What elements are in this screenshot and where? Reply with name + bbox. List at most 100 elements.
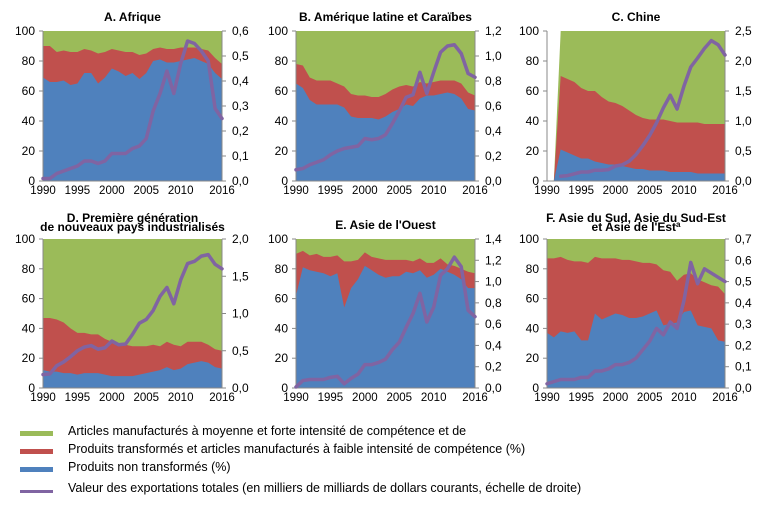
x-tick-label: 1995 — [65, 185, 91, 197]
panel-D: 0 20 40 60 80 100 0,0 0,5 1,0 1,5 2,0 1990 1995 2000 2… — [15, 211, 249, 404]
x-tick-label: 1990 — [30, 392, 56, 404]
line-exports — [558, 38, 727, 178]
y-left-tick-label: 0 — [28, 174, 35, 188]
legend-swatch-high-skill — [20, 431, 53, 436]
panel-B: 0 20 40 60 80 100 0,0 0,2 0,4 0,6 0,8 1,0 1,2 1990 199… — [268, 10, 502, 197]
y-right-tick-label: 0,5 — [735, 275, 752, 289]
y-right-tick-label: 0,6 — [485, 99, 502, 113]
y-right-tick-label: 0,0 — [485, 174, 502, 188]
y-right-tick-label: 0,3 — [232, 99, 249, 113]
panel-C: 0 20 40 60 80 100 0,0 0,5 1,0 1,5 2,0 2,5 1990 1995 20… — [519, 10, 752, 197]
y-left-tick-label: 100 — [15, 232, 35, 246]
y-left-tick-label: 80 — [22, 54, 36, 68]
y-left-tick-label: 60 — [22, 292, 36, 306]
x-tick-label: 2010 — [671, 185, 697, 197]
y-left-tick-label: 20 — [22, 351, 36, 365]
y-left-tick-label: 40 — [526, 114, 540, 128]
area-raw — [547, 310, 725, 388]
y-left-tick-label: 100 — [519, 24, 539, 38]
legend-swatch-raw — [20, 467, 53, 472]
panel-title: C. Chine — [612, 10, 661, 24]
y-right-tick-label: 1,2 — [485, 253, 502, 267]
y-right-tick-label: 0,2 — [485, 149, 502, 163]
x-tick-label: 1995 — [568, 392, 594, 404]
x-tick-label: 1990 — [534, 392, 560, 404]
y-right-tick-label: 0,5 — [735, 144, 752, 158]
line-exports — [41, 252, 224, 377]
y-right-tick-label: 1,0 — [232, 307, 249, 321]
y-right-tick-label: 0,4 — [485, 338, 502, 352]
legend-label-low-skill: Produits transformés et articles manufac… — [68, 442, 526, 456]
y-left-tick-label: 20 — [275, 144, 289, 158]
y-left-tick-label: 40 — [275, 114, 289, 128]
x-tick-label: 2000 — [603, 392, 629, 404]
y-right-tick-label: 2,0 — [735, 54, 752, 68]
y-left-tick-label: 0 — [281, 381, 288, 395]
y-right-tick-label: 0,0 — [232, 381, 249, 395]
x-tick-label: 1995 — [318, 392, 344, 404]
y-left-tick-label: 20 — [526, 351, 540, 365]
area-raw — [296, 265, 475, 388]
area-raw — [43, 58, 222, 181]
y-right-tick-label: 1,0 — [485, 49, 502, 63]
legend-swatch-exports — [20, 490, 53, 493]
x-tick-label: 2005 — [637, 392, 663, 404]
x-tick-label: 1995 — [65, 392, 91, 404]
panel-F: 0 20 40 60 80 100 0,0 0,1 0,2 0,3 0,4 0,5 0,6 0,7 1990… — [519, 211, 752, 404]
y-left-tick-label: 100 — [268, 232, 288, 246]
y-right-tick-label: 0,4 — [485, 124, 502, 138]
x-tick-label: 1990 — [534, 185, 560, 197]
y-right-tick-label: 0,5 — [232, 344, 249, 358]
x-tick-label: 2016 — [462, 392, 488, 404]
legend-label-high-skill: Articles manufacturés à moyenne et forte… — [68, 424, 467, 438]
panel-title: de nouveaux pays industrialisés — [40, 220, 225, 234]
y-right-tick-label: 2,5 — [735, 24, 752, 38]
y-left-tick-label: 80 — [22, 262, 36, 276]
y-left-tick-label: 60 — [275, 84, 289, 98]
chart-grid: 0 20 40 60 80 100 0,0 0,1 0,2 0,3 0,4 0,5 0,6 1990 199… — [15, 10, 752, 404]
y-right-tick-label: 0,4 — [735, 296, 752, 310]
y-right-tick-label: 0,0 — [735, 381, 752, 395]
y-left-tick-label: 20 — [22, 144, 36, 158]
x-tick-label: 2016 — [462, 185, 488, 197]
line-exports — [41, 39, 224, 181]
x-tick-label: 2005 — [386, 392, 412, 404]
line-exports — [545, 260, 727, 386]
y-right-tick-label: 0,8 — [485, 74, 502, 88]
y-right-tick-label: 0,6 — [232, 24, 249, 38]
x-tick-label: 2016 — [209, 392, 235, 404]
panel-title: et Asie de l'Esta — [592, 220, 681, 234]
y-right-tick-label: 1,0 — [735, 114, 752, 128]
y-right-tick-label: 1,0 — [485, 275, 502, 289]
y-left-tick-label: 60 — [526, 292, 540, 306]
x-tick-label: 2005 — [637, 185, 663, 197]
y-right-tick-label: 0,5 — [232, 49, 249, 63]
panel-E: 0 20 40 60 80 100 0,0 0,2 0,4 0,6 0,8 1,0 1,2 1,4 1990… — [268, 218, 502, 404]
y-right-tick-label: 0,4 — [232, 74, 249, 88]
y-right-tick-label: 0,2 — [485, 360, 502, 374]
y-left-tick-label: 0 — [532, 381, 539, 395]
y-right-tick-label: 0,6 — [735, 253, 752, 267]
y-right-tick-label: 1,2 — [485, 24, 502, 38]
y-left-tick-label: 40 — [526, 321, 540, 335]
y-left-tick-label: 80 — [275, 54, 289, 68]
y-right-tick-label: 1,4 — [485, 232, 502, 246]
y-right-tick-label: 0,0 — [485, 381, 502, 395]
legend-label-exports: Valeur des exportations totales (en mill… — [68, 481, 582, 495]
x-tick-label: 1990 — [283, 392, 309, 404]
x-tick-label: 2016 — [209, 185, 235, 197]
y-right-tick-label: 0,0 — [232, 174, 249, 188]
x-tick-label: 2005 — [133, 185, 159, 197]
area-low-skill — [553, 76, 725, 181]
y-left-tick-label: 100 — [519, 232, 539, 246]
y-left-tick-label: 20 — [526, 144, 540, 158]
y-left-tick-label: 100 — [15, 24, 35, 38]
panel-title: E. Asie de l'Ouest — [335, 218, 435, 232]
panel-title: A. Afrique — [104, 10, 161, 24]
y-left-tick-label: 0 — [532, 174, 539, 188]
panel-title: F. Asie du Sud, Asie du Sud-Est — [546, 211, 726, 225]
y-right-tick-label: 0,7 — [735, 232, 752, 246]
y-right-tick-label: 0,2 — [735, 338, 752, 352]
y-left-tick-label: 60 — [275, 292, 289, 306]
legend-swatch-low-skill — [20, 449, 53, 454]
